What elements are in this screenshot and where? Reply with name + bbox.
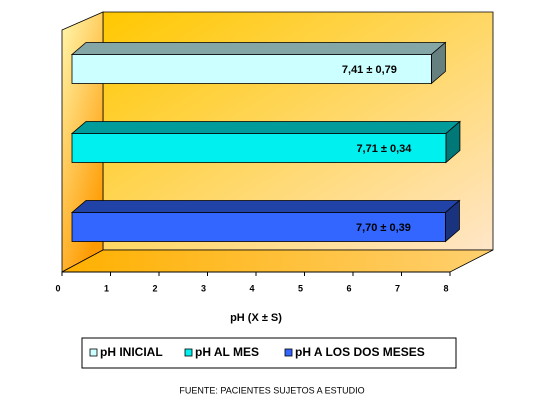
bar — [71, 212, 446, 242]
x-tick-label: 8 — [443, 283, 448, 293]
x-tick-label: 3 — [201, 283, 206, 293]
legend-swatch — [89, 348, 98, 357]
bar-top-shade — [72, 121, 460, 134]
x-tick-label: 1 — [104, 283, 109, 293]
legend — [81, 337, 457, 369]
x-tick-label: 2 — [152, 283, 157, 293]
x-tick-label: 5 — [298, 283, 303, 293]
bar-end-shade — [431, 42, 446, 84]
legend-label: pH A LOS DOS MESES — [295, 345, 425, 359]
bar — [71, 133, 447, 163]
bar-group: 7,71 ± 0,34 — [70, 120, 462, 164]
value-label: 7,70 ± 0,39 — [356, 222, 411, 234]
bar-group: 7,70 ± 0,39 — [70, 199, 461, 243]
legend-label: pH AL MES — [195, 345, 259, 359]
legend-swatch — [284, 348, 293, 357]
x-tick-label: 6 — [346, 283, 351, 293]
x-tick-label: 4 — [249, 283, 254, 293]
legend-swatch — [184, 348, 193, 357]
footnote: FUENTE: PACIENTES SUJETOS A ESTUDIO — [179, 385, 364, 395]
bar-top-shade — [72, 42, 446, 55]
bar-group: 7,41 ± 0,79 — [70, 41, 447, 85]
bar-end-shade — [445, 121, 460, 163]
x-axis-title: pH (X ± S) — [230, 312, 282, 324]
x-tick-label: 0 — [55, 283, 60, 293]
bar-end-shade — [445, 200, 460, 242]
x-tick-label: 7 — [395, 283, 400, 293]
bars: 7,41 ± 0,79 7,71 ± 0,34 7,70 ± 0,39 — [70, 41, 462, 243]
legend-items: pH INICIAL pH AL MES pH A LOS DOS MESES — [89, 345, 425, 359]
bar-top-shade — [72, 200, 460, 213]
value-label: 7,41 ± 0,79 — [342, 64, 397, 76]
bar — [71, 54, 432, 84]
legend-label: pH INICIAL — [100, 345, 163, 359]
value-label: 7,71 ± 0,34 — [356, 143, 412, 155]
floor — [61, 249, 494, 273]
